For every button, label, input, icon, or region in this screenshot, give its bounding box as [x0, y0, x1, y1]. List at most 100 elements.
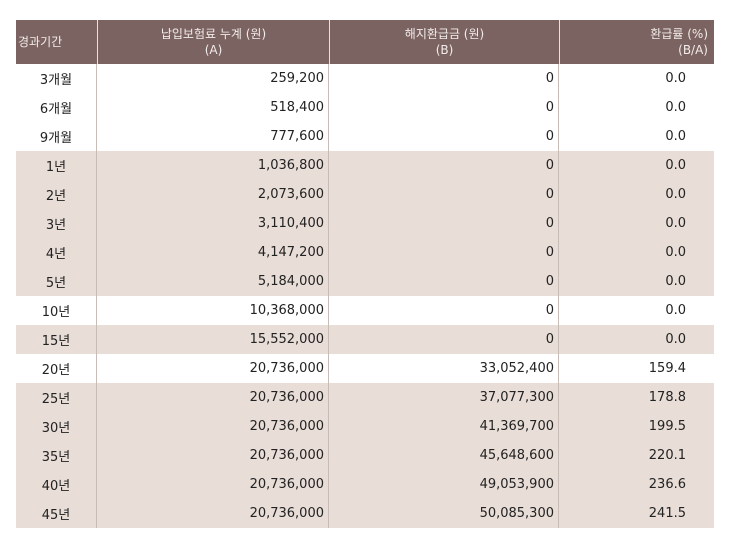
table-row: 15년 15,552,000 0 0.0: [16, 325, 714, 354]
cell-premium-value: 10,368,000: [249, 303, 324, 318]
row-group: 1년 1,036,800 0 0.0 2년 2,073,600 0 0.0 3년 3,110,40…: [16, 151, 714, 296]
cell-refund: 50,085,300: [329, 499, 559, 528]
cell-period-value: 6개월: [39, 102, 73, 117]
row-group: 20년 20,736,000 33,052,400 159.4: [16, 354, 714, 383]
cell-refund: 0: [329, 64, 559, 93]
cell-period: 15년: [16, 325, 97, 354]
cell-premium-value: 20,736,000: [249, 448, 324, 463]
cell-period: 1년: [16, 151, 97, 180]
cell-premium: 4,147,200: [97, 238, 329, 267]
cell-refund: 45,648,600: [329, 441, 559, 470]
cell-period: 35년: [16, 441, 97, 470]
cell-period: 3개월: [16, 64, 97, 93]
cell-premium: 5,184,000: [97, 267, 329, 296]
cell-premium: 3,110,400: [97, 209, 329, 238]
cell-period: 30년: [16, 412, 97, 441]
table-row: 10년 10,368,000 0 0.0: [16, 296, 714, 325]
cell-period-value: 20년: [41, 363, 71, 378]
cell-rate-value: 178.8: [648, 390, 686, 405]
cell-rate-value: 0.0: [665, 274, 686, 289]
cell-refund: 0: [329, 93, 559, 122]
cell-premium: 2,073,600: [97, 180, 329, 209]
header-rate-sub: (B/A): [678, 43, 708, 57]
cell-premium-value: 1,036,800: [257, 158, 324, 173]
cell-rate: 220.1: [559, 441, 714, 470]
cell-rate-value: 199.5: [648, 419, 686, 434]
cell-refund: 0: [329, 267, 559, 296]
table-row: 3년 3,110,400 0 0.0: [16, 209, 714, 238]
header-premium: 납입보험료 누계 (원) (A): [97, 20, 329, 64]
cell-refund-value: 50,085,300: [479, 506, 554, 521]
table-row: 2년 2,073,600 0 0.0: [16, 180, 714, 209]
table-row: 20년 20,736,000 33,052,400 159.4: [16, 354, 714, 383]
cell-refund: 0: [329, 296, 559, 325]
cell-refund-value: 0: [545, 187, 554, 202]
cell-refund: 0: [329, 180, 559, 209]
table-row: 25년 20,736,000 37,077,300 178.8: [16, 383, 714, 412]
cell-rate-value: 159.4: [648, 361, 686, 376]
cell-period-value: 5년: [45, 276, 67, 291]
cell-period: 10년: [16, 296, 97, 325]
cell-period: 20년: [16, 354, 97, 383]
cell-period-value: 2년: [45, 189, 67, 204]
table-header: 경과기간 납입보험료 누계 (원) (A) 해지환급금 (원) (B) 환급률 …: [16, 20, 714, 64]
cell-rate: 0.0: [559, 151, 714, 180]
cell-premium: 10,368,000: [97, 296, 329, 325]
cell-premium: 777,600: [97, 122, 329, 151]
cell-premium-value: 5,184,000: [257, 274, 324, 289]
cell-rate: 0.0: [559, 209, 714, 238]
cell-refund-value: 0: [545, 332, 554, 347]
cell-rate: 178.8: [559, 383, 714, 412]
cell-rate-value: 241.5: [648, 506, 686, 521]
cell-rate: 241.5: [559, 499, 714, 528]
cell-rate-value: 0.0: [665, 187, 686, 202]
cell-period: 3년: [16, 209, 97, 238]
table-row: 30년 20,736,000 41,369,700 199.5: [16, 412, 714, 441]
header-refund-label: 해지환급금 (원): [404, 27, 485, 41]
cell-rate-value: 0.0: [665, 303, 686, 318]
cell-refund-value: 0: [545, 129, 554, 144]
cell-period-value: 9개월: [39, 131, 73, 146]
cell-premium-value: 3,110,400: [257, 216, 324, 231]
table-row: 3개월 259,200 0 0.0: [16, 64, 714, 93]
table-body: 3개월 259,200 0 0.0 6개월 518,400 0 0.0 9개월 777,600 0 0…: [16, 64, 714, 528]
cell-rate: 0.0: [559, 180, 714, 209]
cell-rate-value: 0.0: [665, 129, 686, 144]
cell-premium-value: 20,736,000: [249, 506, 324, 521]
cell-refund: 0: [329, 151, 559, 180]
header-premium-sub: (A): [204, 43, 223, 57]
cell-period-value: 35년: [41, 450, 71, 465]
cell-period: 45년: [16, 499, 97, 528]
cell-refund: 33,052,400: [329, 354, 559, 383]
cell-refund-value: 41,369,700: [479, 419, 554, 434]
cell-period-value: 3개월: [39, 73, 73, 88]
cell-refund: 0: [329, 209, 559, 238]
header-premium-label: 납입보험료 누계 (원): [160, 27, 267, 41]
cell-period-value: 15년: [41, 334, 71, 349]
cell-premium: 518,400: [97, 93, 329, 122]
cell-refund-value: 33,052,400: [479, 361, 554, 376]
cell-premium: 20,736,000: [97, 354, 329, 383]
cell-premium: 1,036,800: [97, 151, 329, 180]
cell-refund-value: 49,053,900: [479, 477, 554, 492]
table-row: 1년 1,036,800 0 0.0: [16, 151, 714, 180]
cell-premium: 20,736,000: [97, 441, 329, 470]
cell-refund-value: 0: [545, 303, 554, 318]
cell-premium-value: 2,073,600: [257, 187, 324, 202]
header-refund: 해지환급금 (원) (B): [329, 20, 559, 64]
header-rate-label: 환급률 (%): [650, 27, 708, 41]
cell-period-value: 4년: [45, 247, 67, 262]
cell-rate: 199.5: [559, 412, 714, 441]
cell-premium: 20,736,000: [97, 412, 329, 441]
cell-premium-value: 259,200: [270, 71, 324, 86]
row-group: 10년 10,368,000 0 0.0: [16, 296, 714, 325]
cell-period-value: 30년: [41, 421, 71, 436]
cell-refund-value: 0: [545, 71, 554, 86]
cell-rate: 159.4: [559, 354, 714, 383]
cell-refund-value: 37,077,300: [479, 390, 554, 405]
cell-rate-value: 0.0: [665, 332, 686, 347]
header-period: 경과기간: [16, 20, 97, 64]
cell-premium-value: 15,552,000: [249, 332, 324, 347]
cell-refund: 37,077,300: [329, 383, 559, 412]
cell-refund-value: 0: [545, 216, 554, 231]
